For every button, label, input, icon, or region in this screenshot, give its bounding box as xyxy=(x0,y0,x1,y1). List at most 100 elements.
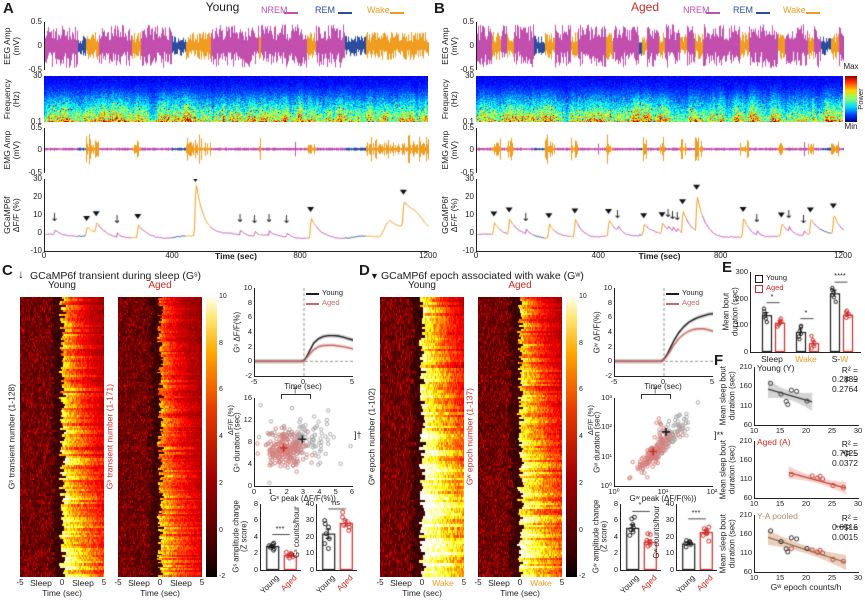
legend-line-wake xyxy=(390,11,404,14)
cat-label-sw-2: W xyxy=(840,354,849,364)
chart-F_aged xyxy=(754,441,859,499)
panel-letter-e: E xyxy=(722,259,733,276)
tick-label: 4 xyxy=(253,531,258,541)
tick-label: 1200 xyxy=(419,251,437,260)
time-axis-label: Time (sec) xyxy=(215,250,257,261)
heatmap-x-label: Time (sec) xyxy=(402,588,442,598)
reg-p: P = 0.2764 xyxy=(832,375,858,395)
sig-top: † xyxy=(652,385,658,395)
tick-label: 400 xyxy=(591,251,605,260)
heatmap-row-label: Gʷ epoch number (1-102) xyxy=(366,388,377,486)
colorbar-tick: 0 xyxy=(219,526,223,534)
colorbar-tick: 6 xyxy=(219,386,223,394)
tick-label: 30 xyxy=(33,173,42,183)
time-axis-label: Time (sec) xyxy=(638,250,681,261)
colorbar-tick: 2 xyxy=(579,479,583,487)
tick-label: 15 xyxy=(775,426,785,435)
y-axis-label: Mean sleep bout duration (sec) xyxy=(718,513,736,573)
tick-label: 10² xyxy=(706,487,718,496)
legend-line-wake xyxy=(806,11,820,14)
panel-letter-d: D xyxy=(359,262,370,279)
tick-label: 0.5 xyxy=(30,122,42,132)
legend-rem: REM xyxy=(733,4,753,15)
legend-wake: Wake xyxy=(783,4,806,15)
heatmap-word-sleep: Sleep xyxy=(128,578,150,588)
tick-label: 10⁰ xyxy=(600,480,612,490)
reg-r2: R² = 0.2839 xyxy=(832,365,858,385)
heatmap-hm_C_young xyxy=(20,297,104,577)
tick-label: -2 xyxy=(605,370,612,380)
tick-label: 0 xyxy=(419,578,425,587)
heatmap-word-sleep: Sleep xyxy=(390,578,412,588)
tick-label: 2 xyxy=(613,548,618,558)
power-min: Min xyxy=(844,122,858,131)
column-header-young: Young xyxy=(48,280,76,291)
tick-label: 0.1 xyxy=(462,116,474,126)
legend-line-rem xyxy=(338,11,352,14)
sig-right: ]** xyxy=(714,430,724,441)
chart-F_pooled xyxy=(754,515,859,573)
reg-r2: R² = 0.6516 xyxy=(832,513,858,533)
panel-a-title: Young xyxy=(205,0,240,14)
chart-C_scatter xyxy=(254,398,353,487)
gcamp-trace xyxy=(44,179,429,252)
tick-label: 0 xyxy=(309,564,314,574)
legend-wake: Wake xyxy=(367,4,390,15)
panel-letter-b: B xyxy=(434,0,445,17)
sig-label: *** xyxy=(691,507,701,517)
legend-aged: Aged xyxy=(766,282,784,292)
sig-right: ]† xyxy=(354,430,362,441)
tick-label: -10 xyxy=(30,245,42,255)
legend-line-rem xyxy=(756,11,770,14)
tick-label: 10 xyxy=(749,499,759,508)
tick-label: 20 xyxy=(801,426,811,435)
tick-label: -2 xyxy=(245,370,252,380)
tick-label: 160 xyxy=(739,528,752,538)
tick-label: -5 xyxy=(16,578,24,587)
tick-label: 8 xyxy=(607,297,612,307)
chart-D_bar_amp xyxy=(620,504,661,571)
tick-label: 0.5 xyxy=(30,16,42,26)
tick-label: 0 xyxy=(37,40,42,50)
gcamp-trace xyxy=(476,179,844,252)
y-axis-label: Gʷ amplitude change (Z score) xyxy=(591,500,609,574)
tick-label: 0 xyxy=(251,487,257,496)
tick-label: 12 xyxy=(243,414,252,424)
tick-label: 15 xyxy=(775,499,785,508)
tick-label: 30 xyxy=(465,173,474,183)
heatmap-hm_D_aged xyxy=(478,297,562,577)
colorbar-tick: 10 xyxy=(219,293,227,301)
tick-label: 5 xyxy=(709,377,715,386)
column-header-aged: Aged xyxy=(508,280,532,291)
cat-label-wake: Wake xyxy=(795,354,817,364)
power-colorbar xyxy=(845,76,857,122)
chart-D_scatter xyxy=(614,398,713,487)
tick-label: 10⁰ xyxy=(608,487,620,496)
tick-label: -5 xyxy=(376,578,384,587)
tick-label: 8 xyxy=(253,498,258,508)
tick-label: 6 xyxy=(349,487,355,496)
y-axis-label: Gˢ counts/hour xyxy=(291,506,301,559)
x-axis-label: Gʷ epoch counts/h xyxy=(770,582,842,592)
reg-title: Aged (A) xyxy=(757,437,791,447)
sig-top: † xyxy=(292,385,298,395)
tick-label: 400 xyxy=(165,251,179,260)
tick-label: -10 xyxy=(462,245,474,255)
tick-label: 110 xyxy=(740,547,752,557)
tick-label: 2 xyxy=(253,548,258,558)
heatmap-word-wake: Wake xyxy=(530,578,552,588)
y-axis-label: Gˢ amplitude change (Z score) xyxy=(231,500,249,574)
tick-label: 30 xyxy=(853,573,863,582)
tick-label: 8 xyxy=(613,498,618,508)
tick-label: 3 xyxy=(300,487,306,496)
reg-p: ***P = 0.0015 xyxy=(832,523,858,543)
colorbar-tick: 6 xyxy=(579,386,583,394)
sig-bracket xyxy=(641,394,672,399)
emg-trace xyxy=(476,128,844,173)
chart-D_avg xyxy=(614,288,713,377)
tick-label: 160 xyxy=(739,381,752,391)
panel-letter-a: A xyxy=(3,0,14,17)
tick-label: 0 xyxy=(660,377,666,386)
hm-colorbar xyxy=(206,297,217,577)
